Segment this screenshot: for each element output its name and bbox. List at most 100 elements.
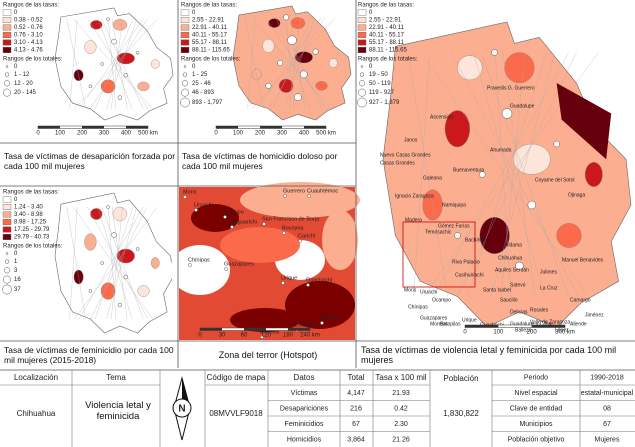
place-label: Gómez Farías xyxy=(438,223,470,229)
total-symbol xyxy=(299,70,308,79)
scale-label: 30 xyxy=(219,333,226,339)
municipality xyxy=(556,83,612,160)
scale-bar xyxy=(260,126,282,129)
place-label: Moris xyxy=(183,189,197,195)
meta-label: Nivel espacial xyxy=(514,390,558,397)
legend-symbol xyxy=(358,88,366,97)
municipal-border xyxy=(473,52,545,297)
data-total: 3,864 xyxy=(347,436,365,443)
header: Tasa x 100 mil xyxy=(375,373,426,382)
place-label: Guadalupe y Calvo xyxy=(510,321,553,327)
scale-bar xyxy=(126,126,148,129)
municipal-border xyxy=(481,52,569,297)
scale-bar xyxy=(304,126,326,129)
data-label: Desapariciones xyxy=(280,405,329,412)
legend-label: 0 xyxy=(14,64,18,70)
municipal-border xyxy=(74,206,158,320)
scale-label: 500 km xyxy=(138,131,158,137)
meta-value: 67 xyxy=(603,421,611,428)
legend-label: 0 xyxy=(369,64,373,70)
municipal-border xyxy=(265,17,327,109)
municipal-border xyxy=(66,19,86,109)
caption: Tasa de víctimas de violencia letal y fe… xyxy=(361,345,617,365)
place-label: Delicias xyxy=(510,309,528,315)
place-label: Ahumada xyxy=(490,147,512,153)
municipal-border xyxy=(111,19,128,109)
density-zone xyxy=(240,182,360,218)
maps xyxy=(54,5,632,340)
legend-symbol xyxy=(2,284,12,295)
total-symbol xyxy=(287,35,297,45)
legend-label: 1 - 12 xyxy=(14,72,30,78)
total-symbol xyxy=(135,247,140,251)
scale-label: 180 xyxy=(283,333,294,339)
place-label: Saucillo xyxy=(500,297,518,303)
municipality xyxy=(290,17,306,30)
place-point xyxy=(320,321,324,325)
municipal-border xyxy=(69,206,78,320)
data-label: Feminicidios xyxy=(285,421,324,428)
header: Localización xyxy=(14,373,58,382)
legend-label: 50 - 119 xyxy=(369,81,391,87)
municipal-border xyxy=(87,206,149,320)
total-symbol xyxy=(106,205,110,209)
scale-label: 120 xyxy=(261,333,272,339)
legend-label: 2.55 - 22.91 xyxy=(192,18,225,24)
total-symbol xyxy=(277,60,284,66)
legend-swatch xyxy=(2,211,12,218)
scale-label: 0 xyxy=(463,330,467,336)
municipal-border xyxy=(289,17,306,109)
municipality xyxy=(278,78,294,93)
place-label: Guerrero xyxy=(283,188,305,194)
scale-label: 200 xyxy=(527,330,538,336)
municipal-border xyxy=(111,206,128,320)
place-label: Uruachi xyxy=(194,202,213,208)
header: Total xyxy=(348,373,365,382)
place-label: Urique xyxy=(281,275,297,281)
legend-label: 3 xyxy=(14,268,18,274)
municipality xyxy=(504,52,535,84)
total-symbol xyxy=(111,38,117,45)
legend-symbol xyxy=(360,65,364,68)
municipal-border xyxy=(407,52,448,297)
legend-swatch xyxy=(2,203,12,210)
municipal-border xyxy=(90,19,148,109)
municipal-border xyxy=(256,17,322,109)
place-label: Chínipas xyxy=(188,257,210,263)
municipal-border xyxy=(106,19,137,109)
place-label: Guazapares xyxy=(224,261,254,267)
data-label: Víctimas xyxy=(291,390,318,397)
place-point xyxy=(188,263,192,267)
legend-label: 0 xyxy=(192,10,196,16)
total-symbol xyxy=(117,302,123,308)
place-label: Satevó xyxy=(510,282,526,288)
municipality xyxy=(90,208,103,220)
scale-bar xyxy=(82,126,104,129)
caption: Tasa de víctimas de feminicidio por cada… xyxy=(4,345,174,365)
place-label: Morelos xyxy=(260,329,280,335)
place-label: Manuel Benavides xyxy=(562,257,604,263)
compass-ring xyxy=(172,398,192,418)
legend-swatch xyxy=(357,47,367,54)
place-label: Rosales xyxy=(530,307,549,313)
place-point xyxy=(281,281,285,285)
legend-symbol xyxy=(359,72,365,77)
municipal-border xyxy=(289,17,301,109)
place-label: Santa Isabel xyxy=(483,287,511,293)
legend-label: 4.13 - 4.76 xyxy=(14,48,43,54)
total-symbol xyxy=(312,48,319,55)
legend-swatch xyxy=(2,32,12,39)
scale-label: 400 xyxy=(121,131,132,137)
municipal-border xyxy=(108,206,117,320)
municipality xyxy=(137,81,150,92)
place-label: Balleza xyxy=(515,327,532,333)
data-rate: 2.30 xyxy=(394,421,408,428)
meta-value: estatal-municipal xyxy=(581,390,634,397)
map-code: 08MVVLF9018 xyxy=(209,409,263,418)
legend-label: 37 xyxy=(14,287,21,293)
total-symbol xyxy=(501,108,513,119)
scale-label: 300 xyxy=(277,131,288,137)
place-label: Ocampo xyxy=(223,209,244,215)
scale-label: 0 xyxy=(36,131,40,137)
legend-label: 0 xyxy=(14,197,18,203)
